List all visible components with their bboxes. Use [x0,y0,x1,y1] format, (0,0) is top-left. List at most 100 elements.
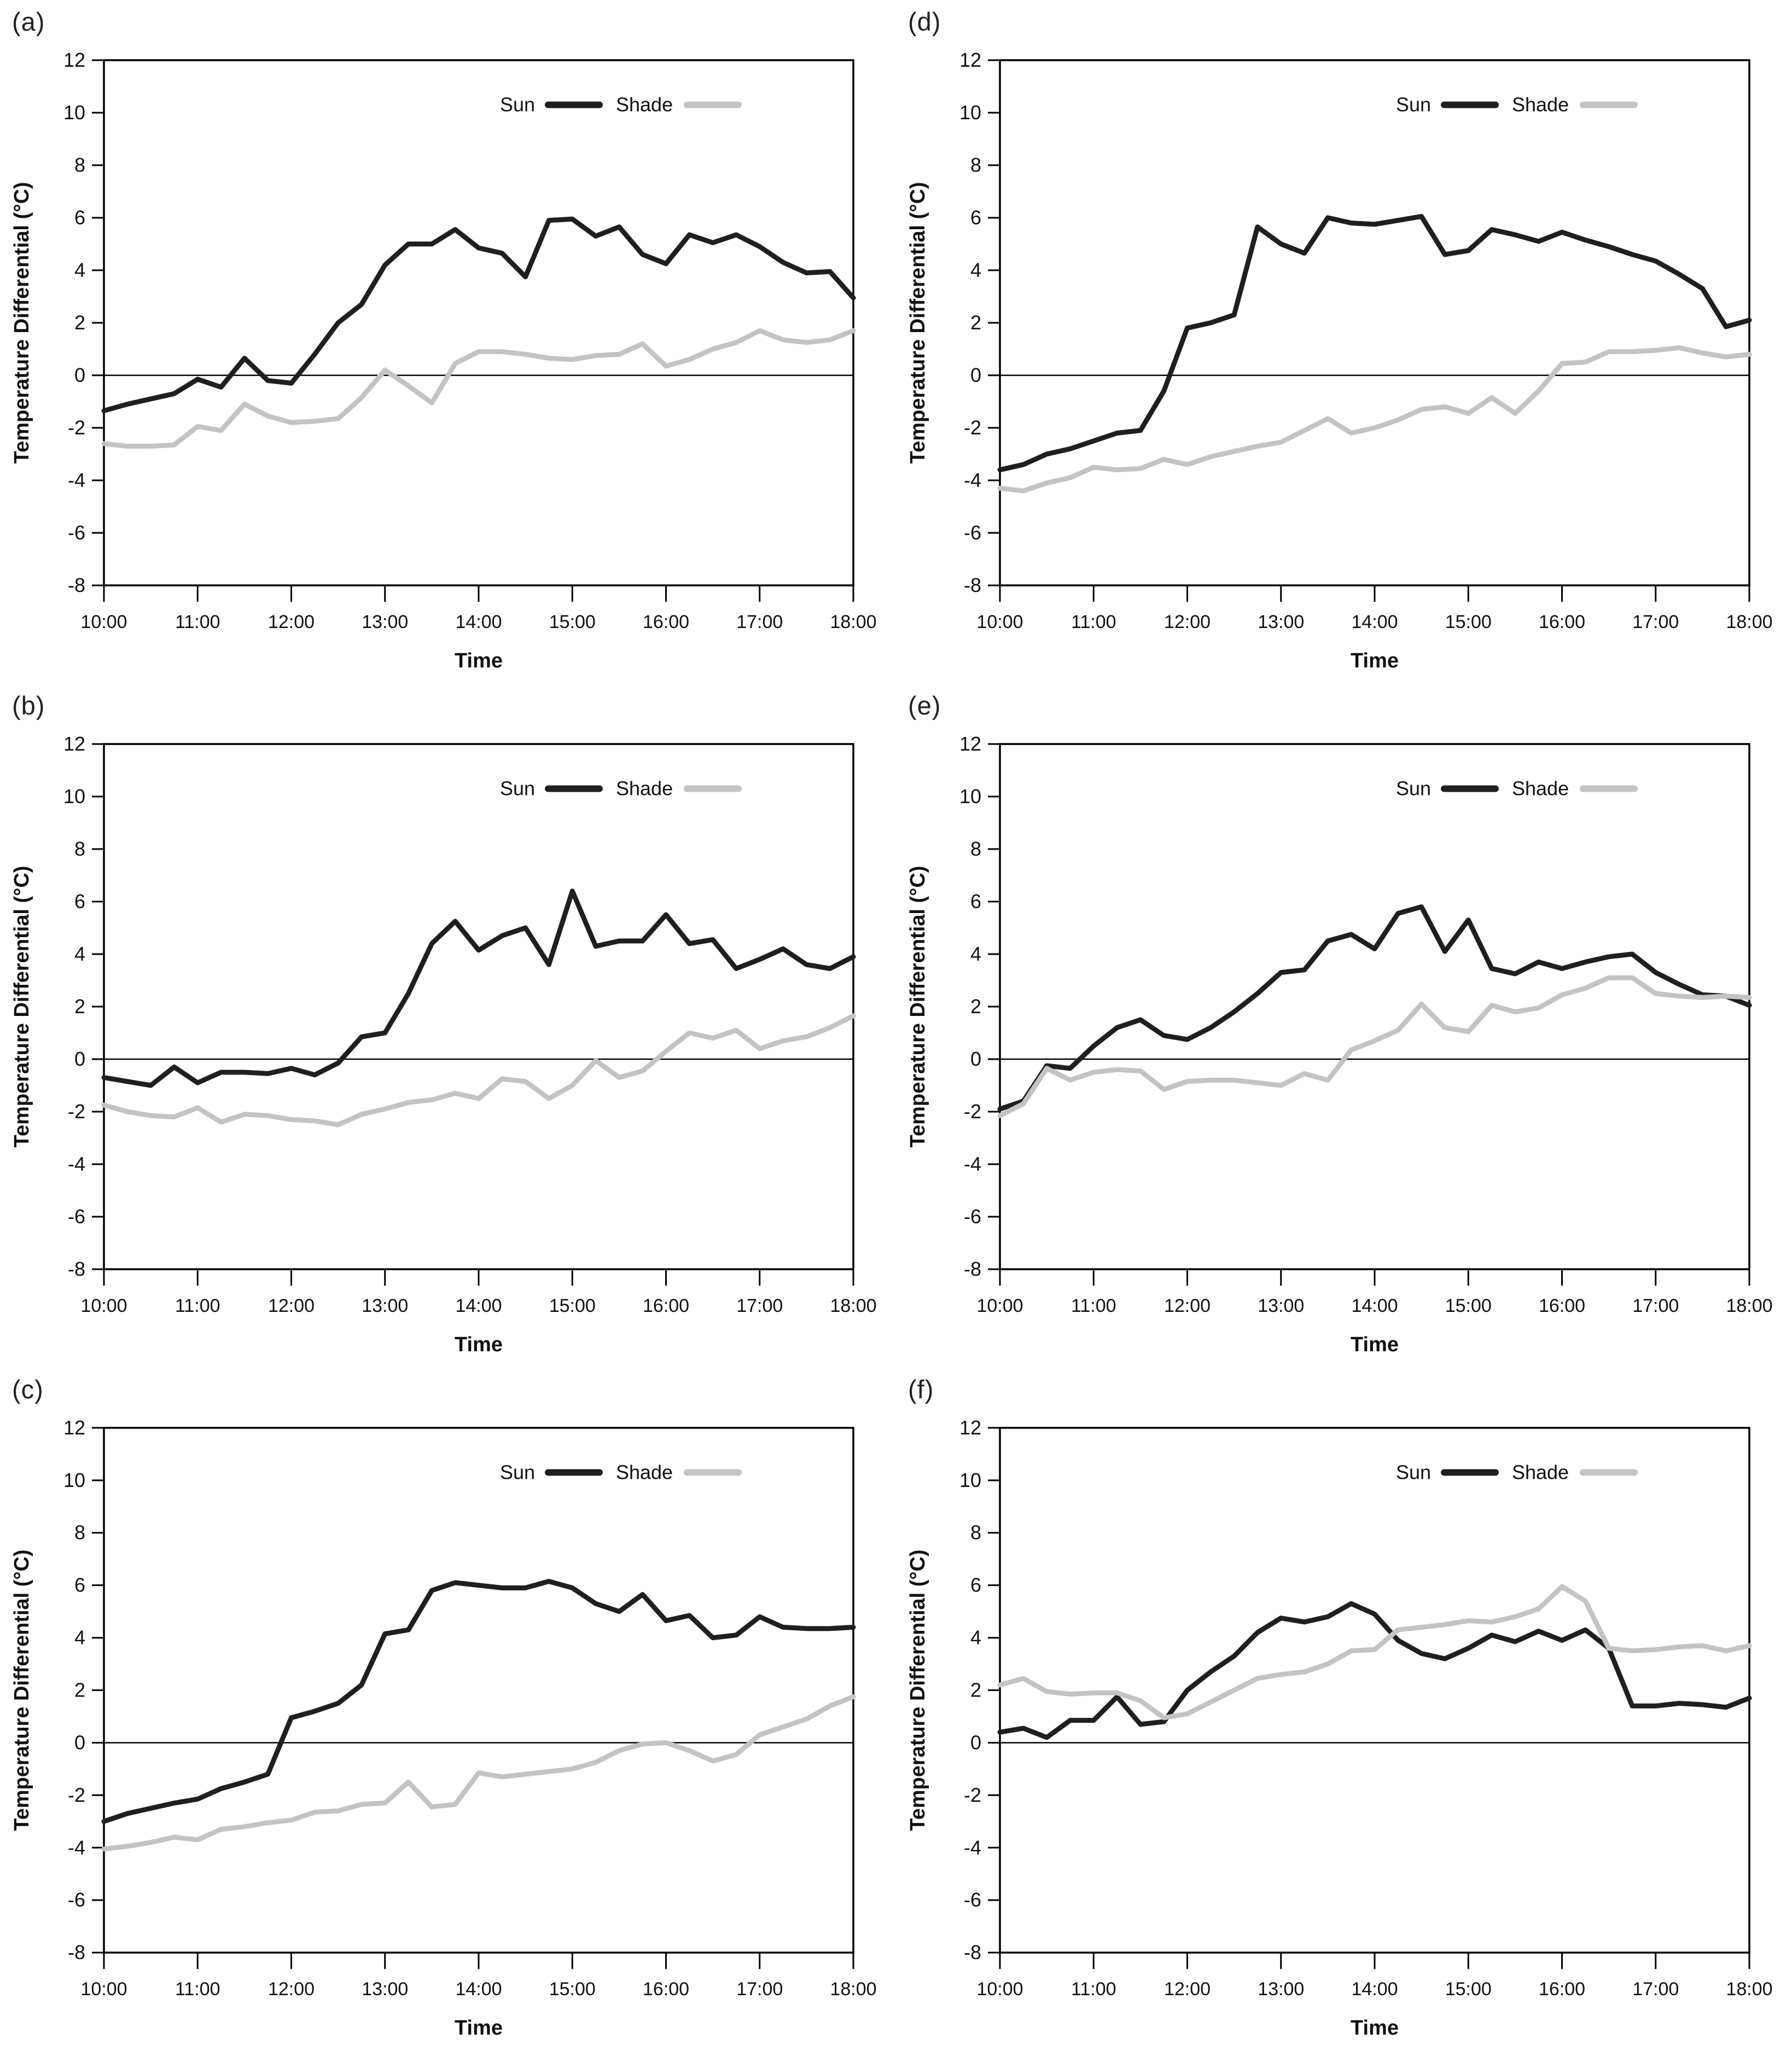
x-axis-tick-label: 11:00 [1071,612,1116,632]
y-axis-tick-label: -8 [964,1941,981,1963]
y-axis-tick-label: -6 [68,1205,85,1228]
x-axis-tick-label: 18:00 [1726,612,1772,632]
x-axis-tick-label: 10:00 [80,1295,127,1316]
x-axis-tick-label: 18:00 [830,1295,876,1316]
y-axis-tick-label: -8 [964,574,981,596]
y-axis-tick-label: -6 [68,521,85,544]
x-axis-tick-label: 17:00 [1632,1979,1679,2000]
x-axis-tick-label: 13:00 [362,1979,408,2000]
y-axis-tick-label: 12 [959,1416,981,1439]
shade-series-line [997,345,1752,493]
y-axis-tick-label: -2 [68,1783,85,1806]
y-axis-title: Temperature Differential (°C) [906,182,929,464]
x-axis-title: Time [1351,2017,1399,2040]
x-axis-tick-label: 11:00 [1071,1295,1116,1316]
y-axis-tick-label: 4 [74,943,85,965]
y-axis-tick-label: -6 [964,1205,981,1228]
x-axis-tick-label: 10:00 [976,612,1023,632]
y-axis-tick-label: 2 [970,311,981,334]
chart-d: 12 10 8 6 4 2 0 -2 -4 -6 -8 10:00 11:00 12:00 13:00 14:… [906,49,1773,672]
sun-series-line [997,1601,1752,1740]
panel-letter: (b) [12,691,45,720]
y-axis-tick-label: 12 [959,49,981,71]
x-axis-tick-label: 13:00 [1258,612,1304,632]
panel-letter: (c) [12,1375,44,1404]
chart-c: 12 10 8 6 4 2 0 -2 -4 -6 -8 10:00 11:00 12:00 13:00 14:… [10,1416,877,2040]
shade-series-line [101,1694,856,1852]
legend-shade-label: Shade [616,1461,673,1483]
y-axis-tick-label: 2 [970,1679,981,1701]
y-axis-tick-label: 6 [74,890,85,913]
panel-letter: (e) [908,691,941,720]
y-axis-title: Temperature Differential (°C) [906,1549,929,1831]
y-axis-tick-label: -6 [68,1889,85,1911]
y-axis-tick-label: 10 [63,101,85,124]
x-axis-tick-label: 12:00 [1164,1979,1211,2000]
y-axis-tick-label: -8 [68,1941,85,1963]
y-axis-tick-label: -4 [68,1836,85,1858]
x-axis-title: Time [455,1333,503,1356]
y-axis-tick-label: 10 [959,101,981,124]
y-axis-tick-label: 12 [63,733,85,755]
shade-series-line [101,1013,856,1128]
x-axis-tick-label: 17:00 [1632,1295,1679,1316]
y-axis-tick-label: 12 [63,1416,85,1439]
x-axis-tick-label: 15:00 [1445,612,1492,632]
legend-sun-label: Sun [1396,777,1431,800]
x-axis-tick-label: 13:00 [362,612,408,632]
y-axis-tick-label: -2 [68,416,85,439]
x-axis-tick-label: 14:00 [455,1295,502,1316]
panel-c: (c) 12 10 8 6 4 2 0 -2 -4 -6 -8 10:00 11:00 12:00 13:0… [0,1368,896,2051]
x-axis-tick-label: 14:00 [1351,612,1398,632]
x-axis-tick-label: 17:00 [736,612,783,632]
y-axis-title: Temperature Differential (°C) [10,1549,33,1831]
y-axis-tick-label: -4 [964,469,981,491]
y-axis-title: Temperature Differential (°C) [10,182,33,464]
y-axis-tick-label: 0 [970,1048,981,1070]
x-axis-tick-label: 12:00 [268,1295,315,1316]
y-axis-tick-label: 4 [74,1626,85,1649]
y-axis-tick-label: -2 [964,1100,981,1123]
y-axis-tick-label: -8 [68,574,85,596]
panel-e: (e) 12 10 8 6 4 2 0 -2 -4 -6 -8 10:00 11:00 12:00 13:0… [896,684,1792,1368]
panel-a: (a) 12 10 8 6 4 2 0 -2 -4 -6 -8 10:00 11:00 12:00 13:0… [0,0,896,684]
x-axis-tick-label: 17:00 [1632,612,1679,632]
y-axis-tick-label: 2 [74,311,85,334]
x-axis-tick-label: 12:00 [1164,1295,1211,1316]
y-axis-tick-label: 6 [970,890,981,913]
x-axis-title: Time [1351,649,1399,672]
sun-series-line [101,216,856,414]
x-axis-tick-label: 10:00 [976,1979,1023,2000]
y-axis-tick-label: 0 [970,1731,981,1753]
x-axis-tick-label: 10:00 [80,612,127,632]
legend-sun-label: Sun [1396,94,1431,116]
y-axis-tick-label: 12 [959,733,981,755]
x-axis-tick-label: 14:00 [1351,1979,1398,2000]
y-axis-tick-label: 0 [74,1048,85,1070]
y-axis-tick-label: 8 [970,1521,981,1544]
y-axis-tick-label: 4 [970,943,981,965]
y-axis-tick-label: 4 [74,259,85,281]
y-axis-tick-label: 2 [74,1679,85,1701]
y-axis-tick-label: -8 [964,1258,981,1280]
x-axis-title: Time [455,649,503,672]
x-axis-tick-label: 12:00 [268,1979,315,2000]
y-axis-title: Temperature Differential (°C) [906,866,929,1148]
y-axis-tick-label: -2 [964,1783,981,1806]
panel-letter: (f) [908,1375,934,1404]
y-axis-tick-label: 12 [63,49,85,71]
y-axis-tick-label: 6 [970,206,981,229]
panel-letter: (a) [12,7,45,36]
shade-series-line [101,328,856,449]
y-axis-tick-label: 10 [63,1469,85,1491]
x-axis-tick-label: 18:00 [1726,1979,1772,2000]
panel-letter: (d) [908,7,941,36]
y-axis-tick-label: 2 [970,995,981,1018]
x-axis-tick-label: 18:00 [830,612,876,632]
y-axis-tick-label: 6 [970,1574,981,1596]
x-axis-tick-label: 12:00 [1164,612,1211,632]
plot-frame [999,743,1750,1270]
x-axis-tick-label: 11:00 [175,1295,220,1316]
panel-f: (f) 12 10 8 6 4 2 0 -2 -4 -6 -8 10:00 11:00 12:00 13:0… [896,1368,1792,2051]
